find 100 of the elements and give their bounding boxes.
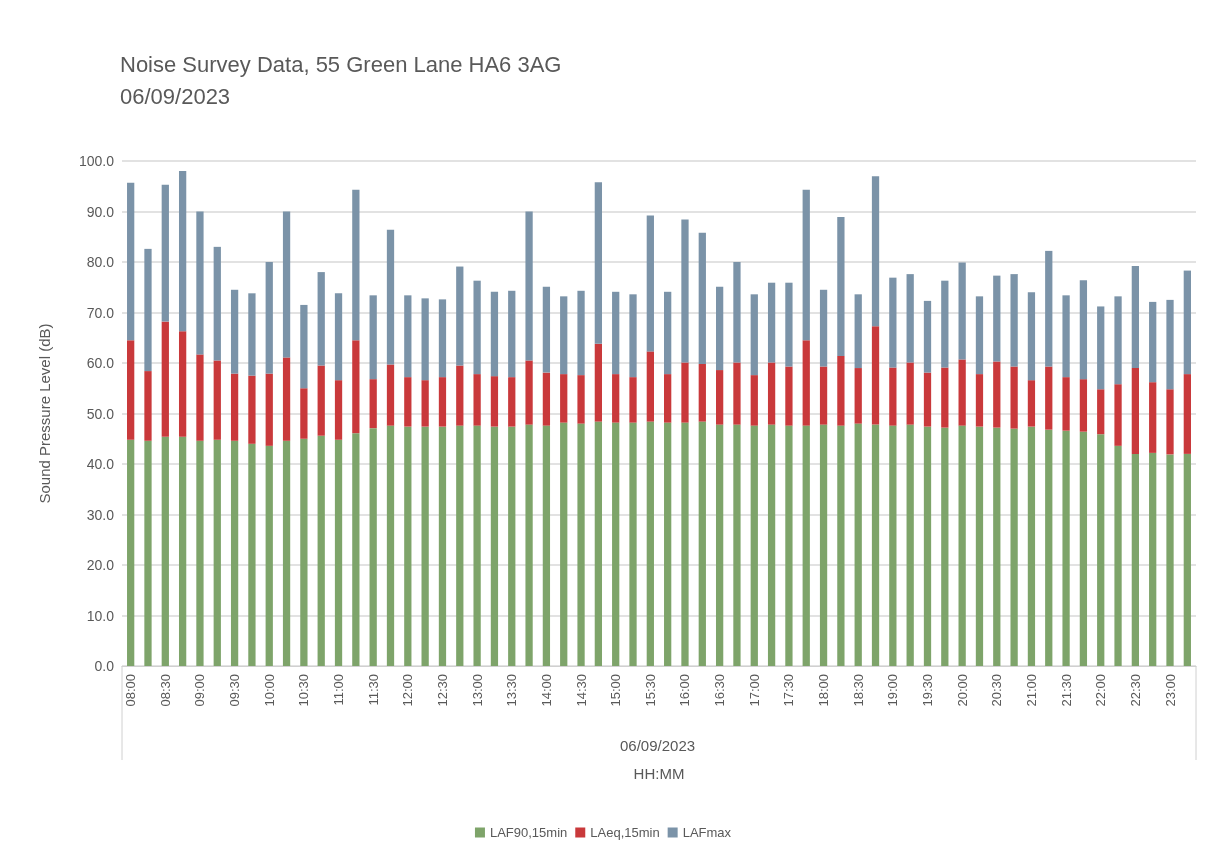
bar — [715, 424, 724, 666]
bar — [1183, 270, 1191, 375]
chart-title: Noise Survey Data, 55 Green Lane HA6 3AG — [120, 51, 562, 77]
bar — [958, 359, 966, 426]
bar — [1079, 280, 1088, 380]
y-axis-title: Sound Pressure Level (dB) — [36, 323, 53, 504]
bar — [1166, 389, 1174, 455]
bar — [733, 262, 741, 363]
bar — [490, 376, 499, 427]
bar — [438, 299, 447, 378]
bar — [819, 424, 828, 666]
y-tick-label: 0.0 — [94, 658, 115, 674]
bar — [1166, 299, 1174, 390]
bar — [785, 425, 793, 666]
bar — [1010, 366, 1018, 429]
bar — [975, 374, 984, 427]
legend-label: LAeq,15min — [590, 825, 660, 840]
bar — [594, 421, 603, 666]
x-tick-label: 22:30 — [1127, 674, 1143, 707]
bar — [334, 380, 343, 440]
bar — [733, 362, 741, 425]
bar — [473, 280, 481, 375]
bar — [352, 340, 360, 434]
bar — [560, 374, 568, 423]
bar — [715, 370, 724, 425]
x-tick-label: 16:30 — [712, 674, 728, 707]
bar — [230, 440, 239, 666]
bar — [1097, 389, 1105, 435]
bar — [646, 351, 654, 422]
bar — [715, 286, 724, 371]
bar — [681, 362, 689, 423]
bar — [161, 184, 169, 322]
bar — [1027, 426, 1036, 666]
bar — [282, 440, 291, 666]
y-tick-label: 40.0 — [86, 456, 115, 472]
bar — [612, 374, 620, 423]
bar — [1131, 368, 1140, 454]
bar — [352, 433, 360, 666]
x-tick-label: 20:00 — [954, 674, 970, 707]
bar — [248, 443, 256, 666]
bar — [421, 298, 429, 381]
bar — [1062, 377, 1070, 431]
bar — [421, 380, 429, 427]
y-tick-label: 10.0 — [86, 607, 115, 624]
bar — [508, 426, 516, 666]
bar — [819, 289, 828, 367]
bar — [127, 340, 135, 440]
x-tick-label: 11:00 — [331, 674, 347, 706]
bar — [906, 274, 914, 363]
y-tick-label: 100.0 — [78, 153, 115, 169]
bar — [975, 426, 984, 666]
bar — [1097, 434, 1105, 666]
x-tick-label: 14:30 — [573, 674, 589, 707]
bar — [941, 427, 949, 666]
bar — [958, 262, 966, 360]
bar — [196, 440, 204, 666]
bar — [802, 189, 810, 341]
x-tick-label: 11:30 — [365, 674, 381, 706]
bar — [767, 362, 776, 425]
x-tick-label: 20:30 — [989, 674, 1005, 707]
bar — [508, 290, 516, 378]
x-tick-label: 09:00 — [192, 674, 208, 707]
bar — [698, 421, 706, 666]
bar — [369, 295, 377, 380]
bar — [1114, 445, 1122, 666]
x-tick-label: 18:30 — [850, 674, 866, 707]
bar — [317, 365, 325, 436]
bar — [456, 425, 464, 666]
x-tick-label: 21:00 — [1023, 674, 1039, 707]
bar — [560, 296, 568, 375]
bar — [230, 289, 239, 374]
bar — [594, 182, 603, 344]
x-tick-label: 17:30 — [781, 674, 797, 707]
bar — [1027, 380, 1036, 427]
bar — [629, 422, 637, 666]
bar — [664, 291, 672, 375]
bar — [525, 360, 533, 425]
bar — [646, 421, 654, 666]
bar — [386, 425, 395, 666]
bar — [889, 367, 897, 426]
bar — [1010, 428, 1018, 666]
bar — [161, 436, 169, 666]
bar — [178, 171, 187, 332]
y-tick-label: 70.0 — [86, 304, 115, 321]
y-tick-label: 90.0 — [86, 203, 115, 220]
bar — [438, 377, 447, 427]
bar — [612, 291, 620, 375]
bar — [369, 379, 377, 429]
bar — [923, 300, 932, 373]
bar — [629, 294, 637, 378]
bar — [300, 304, 308, 389]
bar — [473, 374, 481, 426]
bar — [664, 422, 672, 666]
bar — [577, 375, 585, 424]
x-tick-label: 23:00 — [1162, 674, 1178, 707]
bar — [248, 375, 256, 444]
bar — [542, 286, 551, 373]
bar — [1027, 292, 1036, 381]
bar — [889, 277, 897, 368]
bar — [404, 377, 412, 427]
